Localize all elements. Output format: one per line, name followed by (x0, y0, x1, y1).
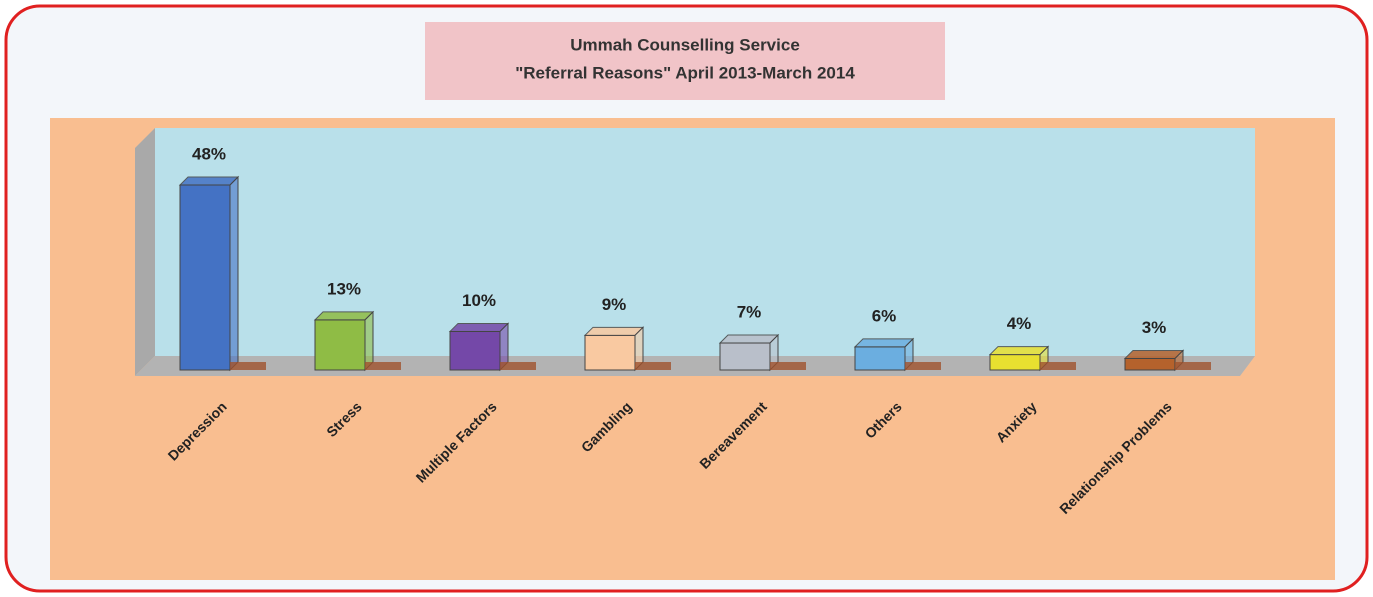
bar-shadow (500, 362, 536, 370)
bar-top (583, 326, 645, 336)
value-label: 13% (327, 279, 361, 298)
bar-shadow (1040, 362, 1076, 370)
value-label: 3% (1142, 318, 1167, 337)
bar-top (313, 311, 375, 321)
bar-shadow (230, 362, 266, 370)
bar-shadow (635, 362, 671, 370)
floor (135, 356, 1255, 376)
bar-top (1123, 349, 1185, 359)
bar-top (448, 322, 510, 332)
bar (314, 319, 366, 371)
bar (584, 334, 636, 371)
bar (719, 342, 771, 371)
value-label: 4% (1007, 314, 1032, 333)
bar-shadow (905, 362, 941, 370)
bar-side (229, 175, 239, 372)
bar-top (718, 334, 780, 344)
bar-top (988, 346, 1050, 356)
bar (449, 330, 501, 371)
bar-top (178, 176, 240, 186)
bar-shadow (770, 362, 806, 370)
title-box (425, 22, 945, 100)
value-label: 7% (737, 303, 762, 322)
side-wall (135, 128, 155, 376)
value-label: 10% (462, 291, 496, 310)
chart-subtitle: "Referral Reasons" April 2013-March 2014 (515, 63, 855, 82)
bar (1124, 357, 1176, 371)
bar (989, 354, 1041, 371)
value-label: 48% (192, 144, 226, 163)
chart-title: Ummah Counselling Service (570, 35, 800, 54)
bar-top (853, 338, 915, 348)
value-label: 9% (602, 295, 627, 314)
value-label: 6% (872, 306, 897, 325)
bar (179, 184, 231, 371)
bar-shadow (365, 362, 401, 370)
bar-shadow (1175, 362, 1211, 370)
bar-side (364, 310, 374, 372)
bar (854, 346, 906, 371)
